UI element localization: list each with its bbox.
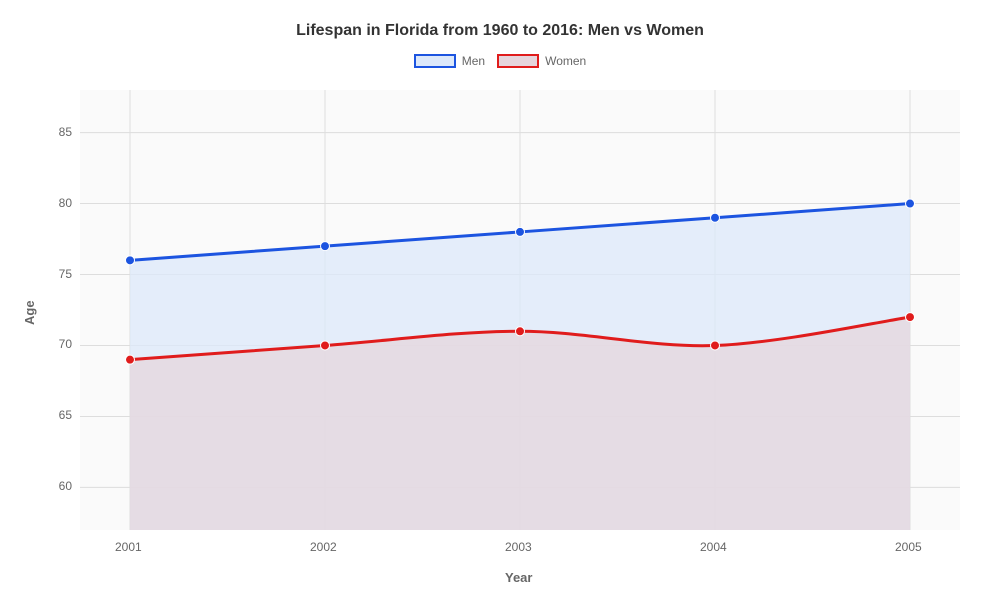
y-tick-label: 75 [59, 267, 72, 281]
y-tick-label: 70 [59, 337, 72, 351]
legend-item-women: Women [497, 54, 586, 68]
legend-label-women: Women [545, 54, 586, 68]
x-tick-label: 2002 [310, 540, 337, 554]
y-tick-label: 60 [59, 479, 72, 493]
y-tick-label: 85 [59, 125, 72, 139]
legend: Men Women [0, 54, 1000, 68]
legend-item-men: Men [414, 54, 485, 68]
legend-label-men: Men [462, 54, 485, 68]
y-tick-label: 65 [59, 408, 72, 422]
x-tick-label: 2004 [700, 540, 727, 554]
x-tick-label: 2003 [505, 540, 532, 554]
x-axis-title: Year [505, 570, 532, 585]
plot-area [80, 90, 960, 530]
legend-swatch-men [414, 54, 456, 68]
x-tick-label: 2001 [115, 540, 142, 554]
x-tick-label: 2005 [895, 540, 922, 554]
legend-swatch-women [497, 54, 539, 68]
chart-title: Lifespan in Florida from 1960 to 2016: M… [0, 22, 1000, 40]
chart-container: Lifespan in Florida from 1960 to 2016: M… [0, 0, 1000, 600]
y-tick-label: 80 [59, 196, 72, 210]
y-axis-title: Age [22, 300, 37, 325]
